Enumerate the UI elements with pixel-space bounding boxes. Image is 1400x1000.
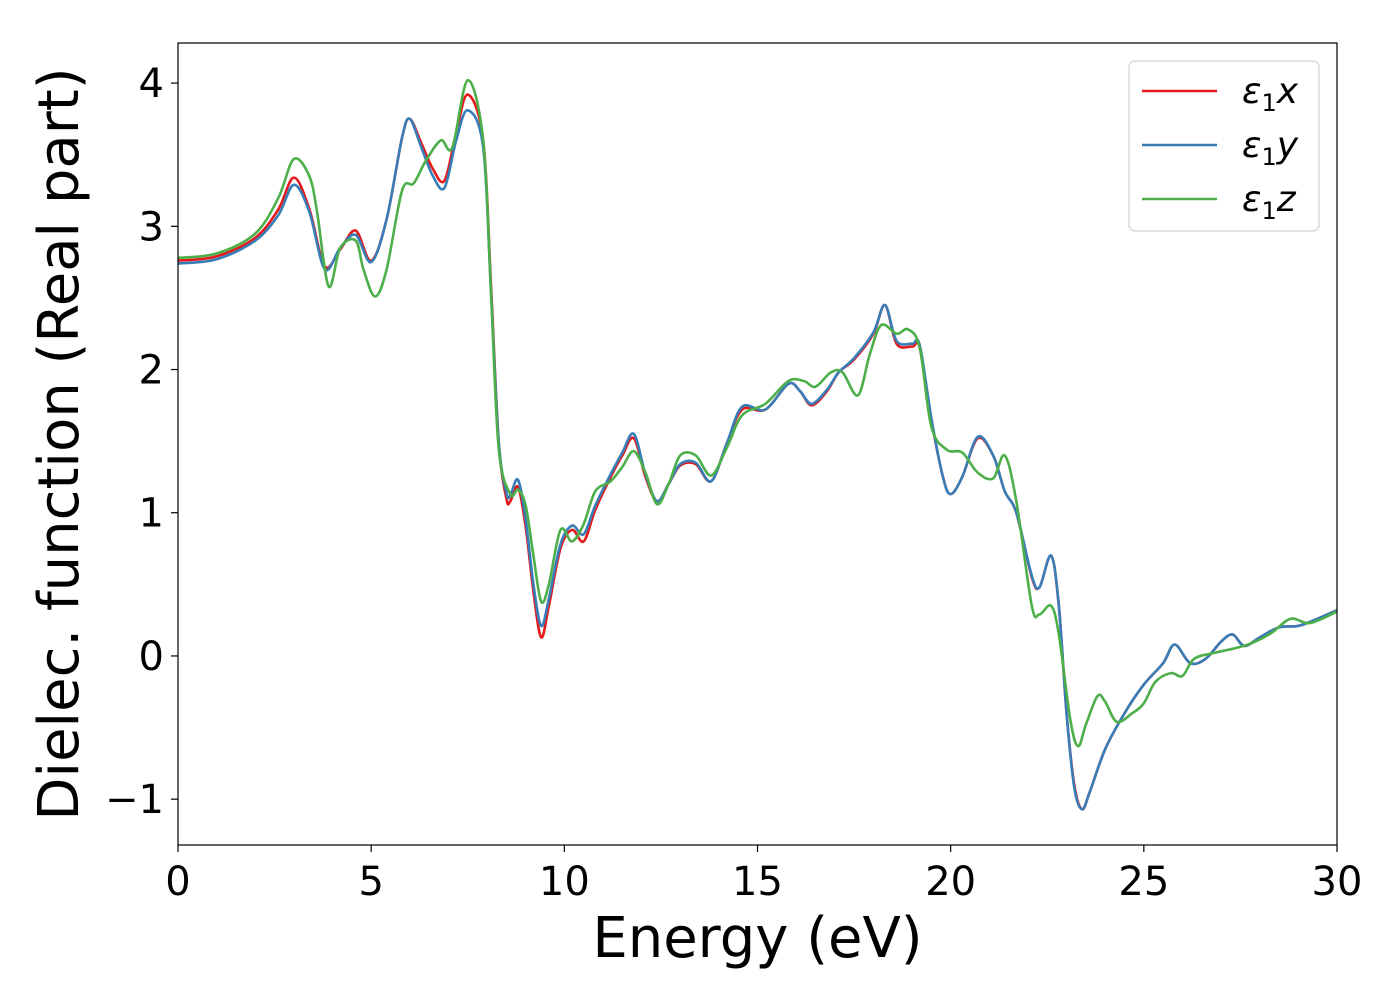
x-tick-label: 0 bbox=[165, 859, 190, 905]
y-tick-label: 3 bbox=[139, 204, 164, 250]
y-axis-title: Dielec. function (Real part) bbox=[27, 67, 92, 820]
legend-label-z: ε1z bbox=[1242, 179, 1297, 225]
y-axis: −1 0 1 2 3 4 bbox=[105, 61, 178, 823]
x-tick-label: 5 bbox=[358, 859, 383, 905]
y-tick-label: 0 bbox=[139, 634, 164, 680]
x-tick-label: 30 bbox=[1312, 859, 1363, 905]
plot-lines bbox=[178, 78, 1337, 811]
y-tick-label: 1 bbox=[139, 491, 164, 537]
series-line-z bbox=[178, 78, 1337, 748]
legend-label-x: ε1x bbox=[1242, 71, 1299, 117]
series-line-y bbox=[178, 109, 1337, 811]
y-tick-label: 2 bbox=[139, 348, 164, 394]
y-tick-label: 4 bbox=[139, 61, 164, 107]
x-axis: 0 5 10 15 20 25 30 bbox=[165, 845, 1362, 905]
x-tick-label: 15 bbox=[732, 859, 783, 905]
x-tick-label: 20 bbox=[925, 859, 976, 905]
legend-label-y: ε1y bbox=[1242, 125, 1299, 171]
x-tick-label: 10 bbox=[539, 859, 590, 905]
x-axis-title: Energy (eV) bbox=[592, 906, 922, 971]
y-tick-label: −1 bbox=[105, 777, 164, 823]
x-tick-label: 25 bbox=[1118, 859, 1169, 905]
legend-box bbox=[1128, 60, 1320, 232]
legend: ε1x ε1y ε1z bbox=[1128, 60, 1320, 232]
